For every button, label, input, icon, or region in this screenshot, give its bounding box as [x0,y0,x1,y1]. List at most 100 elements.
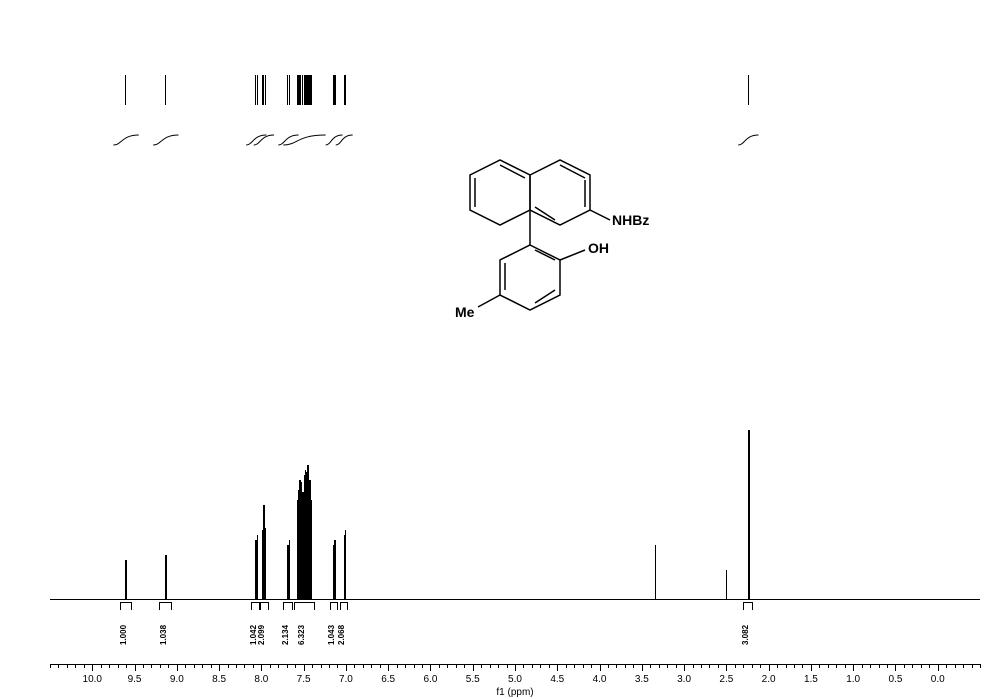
axis-tick-minor [143,664,144,668]
axis-tick-minor [946,664,947,668]
axis-tick-minor [151,664,152,668]
integral-value: 1.038 [159,625,168,645]
axis-tick-major [135,664,136,671]
integral-bracket [159,602,172,610]
axis-tick-major [304,664,305,671]
axis-tick-minor [380,664,381,668]
axis-tick-minor [329,664,330,668]
axis-tick-major [684,664,685,671]
peak-bar [345,530,347,600]
axis-tick-label: 0.5 [889,674,903,685]
peak-bar [289,540,291,600]
axis-tick-major [811,664,812,671]
axis-tick-minor [405,664,406,668]
axis-tick-minor [185,664,186,668]
axis-tick-major [346,664,347,671]
axis-tick-minor [278,664,279,668]
axis-tick-minor [667,664,668,668]
integral-curve [153,135,178,145]
axis-tick-minor [870,664,871,668]
axis-tick-major [177,664,178,671]
axis-tick-major [430,664,431,671]
label-me: Me [455,304,475,320]
axis-tick-minor [456,664,457,668]
axis-tick-minor [50,664,51,668]
axis-tick-minor [58,664,59,668]
axis-tick-minor [498,664,499,668]
axis-tick-label: 4.0 [593,674,607,685]
axis-tick-minor [168,664,169,668]
peak-bar [265,528,267,600]
integral-curve [326,135,343,145]
axis-tick-major [938,664,939,671]
axis-tick-minor [887,664,888,668]
axis-tick-minor [194,664,195,668]
axis-tick-minor [67,664,68,668]
x-axis: 10.09.59.08.58.07.57.06.56.05.55.04.54.0… [50,664,980,699]
peak-bar [257,535,259,600]
axis-tick-major [600,664,601,671]
axis-tick-label: 4.5 [550,674,564,685]
integral-bracket [283,602,293,610]
axis-tick-minor [777,664,778,668]
integral-curve [113,135,138,145]
molecule-structure: NHBz OH Me [400,135,660,395]
axis-tick-label: 2.5 [719,674,733,685]
baseline [50,599,980,600]
axis-tick-label: 8.0 [254,674,268,685]
integral-curve [254,135,274,145]
axis-tick-minor [566,664,567,668]
axis-tick-minor [972,664,973,668]
integral-bracket [294,602,315,610]
axis-tick-minor [549,664,550,668]
axis-tick-label: 9.5 [128,674,142,685]
axis-tick-minor [879,664,880,668]
peak-bar [655,545,657,600]
axis-tick-major [642,664,643,671]
axis-tick-minor [523,664,524,668]
axis-tick-minor [929,664,930,668]
axis-tick-minor [693,664,694,668]
axis-tick-minor [75,664,76,668]
axis-tick-label: 10.0 [83,674,102,685]
axis-tick-minor [828,664,829,668]
axis-tick-major [388,664,389,671]
integral-curve [738,135,758,145]
axis-tick-minor [650,664,651,668]
axis-tick-minor [921,664,922,668]
axis-tick-minor [371,664,372,668]
integral-bracket [330,602,338,610]
axis-tick-minor [955,664,956,668]
axis-tick-minor [701,664,702,668]
integral-curve [246,135,266,145]
axis-tick-minor [659,664,660,668]
axis-tick-minor [802,664,803,668]
axis-tick-minor [786,664,787,668]
axis-tick-label: 6.0 [424,674,438,685]
axis-tick-minor [752,664,753,668]
axis-tick-minor [270,664,271,668]
axis-tick-minor [507,664,508,668]
axis-tick-minor [202,664,203,668]
axis-tick-label: 7.5 [297,674,311,685]
integral-value: 6.323 [297,625,306,645]
axis-tick-minor [414,664,415,668]
axis-tick-minor [160,664,161,668]
axis-tick-minor [709,664,710,668]
integral-value: 3.082 [741,625,750,645]
axis-tick-minor [625,664,626,668]
axis-tick-minor [481,664,482,668]
axis-tick-minor [490,664,491,668]
integral-bracket [743,602,753,610]
axis-tick-minor [836,664,837,668]
axis-tick-label: 7.0 [339,674,353,685]
axis-tick-minor [295,664,296,668]
axis-tick-major [515,664,516,671]
axis-tick-minor [912,664,913,668]
axis-tick-minor [439,664,440,668]
axis-tick-minor [862,664,863,668]
axis-tick-major [769,664,770,671]
integral-value: 2.099 [257,625,266,645]
axis-tick-major [219,664,220,671]
axis-tick-minor [760,664,761,668]
